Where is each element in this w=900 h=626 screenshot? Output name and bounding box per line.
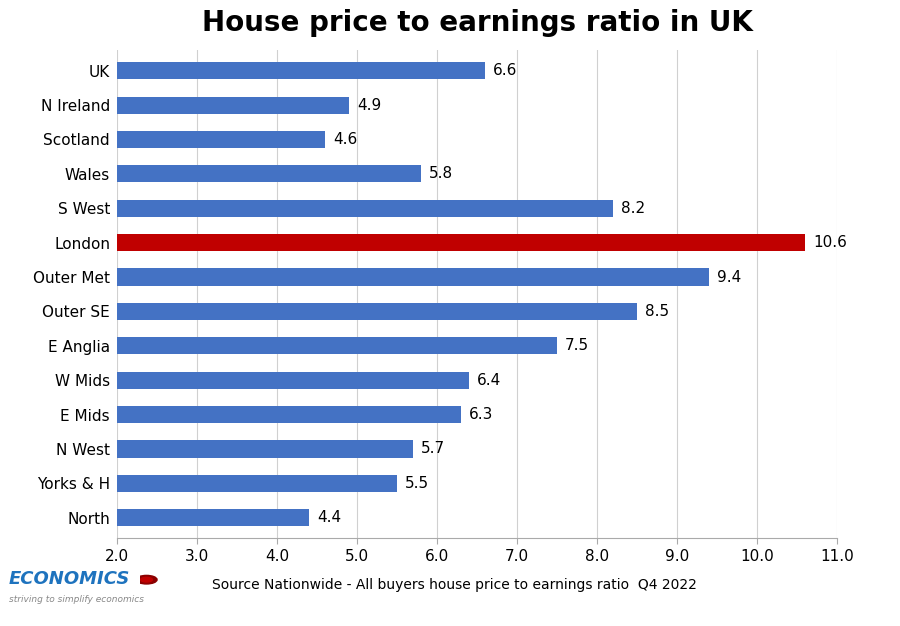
Bar <box>117 303 637 320</box>
Bar <box>117 234 805 251</box>
Circle shape <box>140 577 152 582</box>
Text: 9.4: 9.4 <box>717 270 742 285</box>
Bar <box>117 131 325 148</box>
Text: 5.7: 5.7 <box>421 441 446 456</box>
Text: 6.4: 6.4 <box>477 372 501 387</box>
Bar <box>117 62 485 80</box>
Bar <box>117 269 709 285</box>
Text: 8.5: 8.5 <box>645 304 669 319</box>
Text: 7.5: 7.5 <box>565 338 590 353</box>
Text: ECONOMICS: ECONOMICS <box>9 570 130 588</box>
Text: Source Nationwide - All buyers house price to earnings ratio  Q4 2022: Source Nationwide - All buyers house pri… <box>212 578 697 592</box>
Bar <box>117 165 421 182</box>
Text: 5.8: 5.8 <box>429 167 453 182</box>
Bar <box>117 440 413 458</box>
Bar <box>117 372 469 389</box>
Text: 8.2: 8.2 <box>621 201 645 216</box>
Bar <box>117 406 461 423</box>
Text: HELP: HELP <box>153 573 194 587</box>
Text: striving to simplify economics: striving to simplify economics <box>9 595 144 604</box>
Text: 4.4: 4.4 <box>317 510 341 525</box>
Bar <box>117 96 349 114</box>
Text: 4.6: 4.6 <box>333 132 357 147</box>
Circle shape <box>136 575 158 584</box>
Text: 6.3: 6.3 <box>469 407 493 422</box>
Text: 5.5: 5.5 <box>405 476 429 491</box>
Bar <box>117 200 613 217</box>
Bar <box>117 509 309 526</box>
Text: 6.6: 6.6 <box>493 63 518 78</box>
Bar <box>117 337 557 354</box>
Text: 10.6: 10.6 <box>813 235 847 250</box>
Text: 4.9: 4.9 <box>357 98 382 113</box>
Bar <box>117 475 397 492</box>
Title: House price to earnings ratio in UK: House price to earnings ratio in UK <box>202 9 752 37</box>
